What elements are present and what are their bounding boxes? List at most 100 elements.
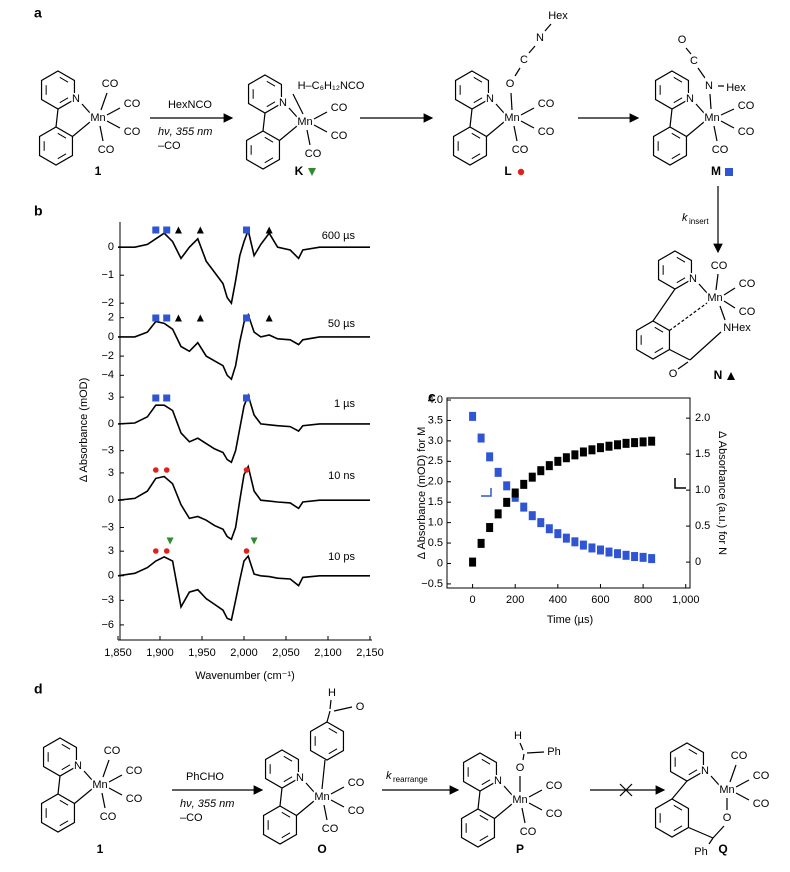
- double-bond: [479, 814, 489, 821]
- atom-label: N: [279, 97, 287, 109]
- double-bond: [481, 758, 491, 765]
- atom-label: N: [701, 765, 709, 777]
- compound-id: Q: [718, 842, 727, 856]
- bond: [333, 706, 353, 712]
- bond: [55, 108, 59, 128]
- data-point: [494, 467, 502, 477]
- bond: [72, 121, 91, 137]
- bond: [330, 799, 345, 808]
- bond: [695, 103, 705, 114]
- atom-label: Mn: [314, 791, 329, 803]
- ring: [38, 126, 74, 166]
- atom-label: O: [678, 34, 687, 46]
- data-point: [520, 479, 528, 489]
- bond: [313, 111, 328, 120]
- double-bond: [473, 76, 483, 83]
- data-point: [648, 554, 656, 564]
- bond: [513, 125, 518, 142]
- bond: [262, 112, 266, 132]
- compound-id: O: [317, 842, 326, 856]
- atom-label: CO: [512, 144, 529, 156]
- y-tick-label: −3: [101, 521, 114, 533]
- peak-marker: [250, 537, 258, 545]
- ring: [309, 721, 345, 761]
- y-tick-label: 3: [108, 467, 114, 479]
- atom-label: CO: [520, 826, 537, 838]
- atom-label: CO: [331, 102, 348, 114]
- bond: [100, 92, 108, 111]
- data-point: [545, 524, 553, 534]
- atom-label: Mn: [707, 292, 722, 304]
- loss: –CO: [180, 812, 203, 824]
- x-axis-title: Time (µs): [547, 614, 593, 626]
- data-point: [486, 452, 494, 462]
- atom-label: C: [520, 54, 528, 66]
- bond: [521, 807, 526, 824]
- peak-marker: [243, 394, 251, 402]
- bond: [81, 103, 91, 114]
- data-point: [588, 445, 596, 455]
- atom-label: N: [296, 772, 304, 784]
- data-point: [622, 438, 630, 448]
- double-bond: [57, 153, 67, 160]
- y2-axis-title: Δ Absorbance (a.u.) for N: [716, 431, 728, 555]
- compound-marker: [517, 168, 525, 176]
- atom-label: CO: [712, 144, 729, 156]
- atom-label: N: [486, 93, 494, 105]
- bond: [735, 779, 750, 788]
- double-bond: [266, 101, 276, 108]
- bond: [74, 788, 93, 804]
- spectrum-line: [118, 227, 370, 306]
- data-point: [528, 511, 536, 521]
- bond: [652, 288, 676, 322]
- double-bond: [471, 153, 481, 160]
- x-tick-label: 600: [591, 594, 609, 606]
- bond: [313, 124, 328, 133]
- data-point: [639, 552, 647, 562]
- y-tick-label: 2: [108, 312, 114, 324]
- double-bond: [266, 80, 276, 87]
- panel-label: a: [34, 5, 42, 21]
- compound-id: M: [711, 164, 721, 178]
- reagent: HexNCO: [168, 99, 212, 111]
- rate-constant: k: [682, 212, 688, 224]
- x-tick-label: 2,000: [230, 647, 258, 659]
- compound-id: 1: [97, 842, 104, 856]
- bond: [671, 780, 688, 800]
- time-label: 1 µs: [334, 398, 356, 410]
- atom-label: O: [723, 812, 732, 824]
- data-point: [596, 443, 604, 453]
- double-bond: [59, 97, 69, 104]
- bond: [720, 120, 735, 129]
- data-point: [614, 440, 622, 450]
- atom-label: CO: [100, 811, 117, 823]
- double-bond: [283, 776, 293, 783]
- y-tick-label: 3: [108, 545, 114, 557]
- data-point: [503, 481, 511, 491]
- atom-label: CO: [104, 745, 121, 757]
- x-tick-label: 2,050: [272, 647, 300, 659]
- bond: [323, 804, 328, 821]
- y-tick-label: 1.5: [428, 496, 443, 508]
- bond: [296, 800, 315, 816]
- conditions: hν, 355 nm: [180, 798, 234, 810]
- double-bond: [471, 132, 481, 139]
- cross: [619, 783, 633, 797]
- atom-label: Mn: [92, 779, 107, 791]
- y2-tick-label: 1.5: [695, 448, 710, 460]
- atom-label: Mn: [704, 112, 719, 124]
- rate-constant: k: [386, 770, 392, 782]
- x-tick-label: 1,900: [146, 647, 174, 659]
- double-bond: [283, 755, 293, 762]
- data-point: [494, 509, 502, 519]
- double-bond: [61, 764, 71, 771]
- double-bond: [479, 835, 489, 842]
- double-bond: [328, 727, 338, 734]
- atom-label: CO: [731, 750, 748, 762]
- peak-marker: [152, 226, 160, 234]
- atom-label: CO: [331, 130, 348, 142]
- y-axis-title: Δ Absorbance (mOD) for M: [416, 427, 428, 560]
- atom-label: Hex: [548, 10, 568, 22]
- atom-label: CO: [738, 100, 755, 112]
